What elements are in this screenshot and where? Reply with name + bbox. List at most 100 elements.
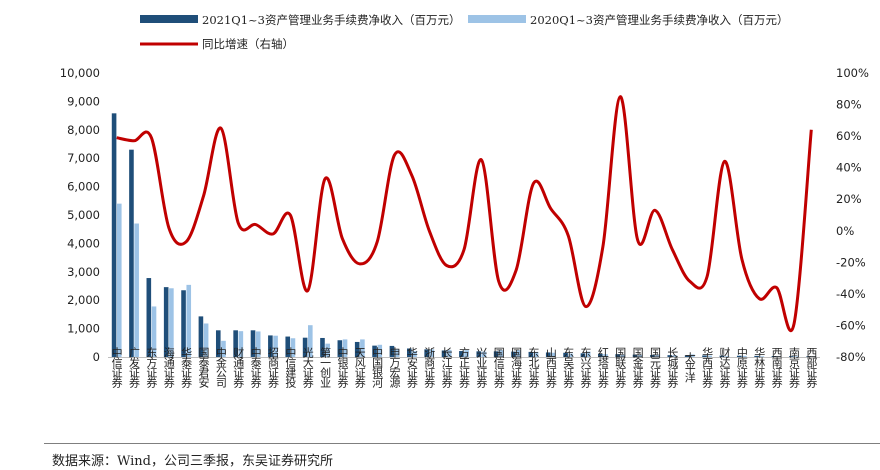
x-axis: 中信证券 广发证券 东方证券 海通证券 华泰证券 国泰君安 中金公司 财通证券 中泰证券 招商证券…: [108, 346, 820, 389]
y-right-tick-label: 60%: [836, 129, 862, 143]
bar-2021: [806, 356, 812, 357]
x-tick-label: 国金证券: [631, 347, 644, 388]
x-tick-label: 兴业证券: [475, 347, 488, 388]
x-tick-label: 国联证券: [614, 347, 627, 388]
x-tick-label: 华林证券: [753, 346, 766, 388]
bar-2020: [585, 351, 591, 357]
x-tick-label: 天风证券: [353, 347, 366, 388]
y-left-tick-label: 3,000: [67, 265, 100, 279]
x-tick-label: 广发证券: [128, 347, 141, 388]
bar-2021: [511, 351, 516, 357]
x-tick-label: 东方证券: [145, 347, 158, 388]
x-tick-label: 财通证券: [232, 346, 245, 388]
bar-2020: [551, 352, 556, 357]
bars: [111, 113, 817, 357]
x-tick-label: 东北证券: [527, 347, 540, 388]
y-right-tick-label: 0%: [836, 224, 854, 238]
x-tick-label: 浙商证券: [423, 347, 436, 388]
bar-2021: [789, 356, 794, 357]
bar-2020: [360, 339, 365, 357]
x-tick-label: 红塔证券: [596, 347, 609, 388]
bar-2021: [632, 354, 638, 357]
x-tick-label: 长江证券: [440, 347, 453, 388]
y-right-tick-label: -60%: [836, 318, 866, 332]
bar-2021: [650, 355, 655, 357]
y-left-tick-label: 2,000: [67, 293, 100, 307]
bar-2021: [493, 351, 499, 357]
x-tick-label: 西南证券: [770, 347, 783, 388]
bar-2021: [163, 287, 169, 357]
bar-2020: [776, 356, 782, 357]
y-left-tick-label: 6,000: [67, 180, 100, 194]
bar-2021: [198, 316, 204, 357]
legend: 2021Q1~3资产管理业务手续费净收入（百万元） 2020Q1~3资产管理业务手…: [140, 13, 788, 51]
bar-2021: [389, 345, 395, 357]
bar-2021: [354, 341, 360, 357]
bar-2020: [134, 223, 139, 357]
bar-2020: [273, 335, 278, 357]
x-tick-label: 国泰君安: [197, 347, 210, 389]
bar-2021: [476, 351, 482, 357]
bar-2021: [684, 355, 690, 357]
x-tick-label: 海通证券: [162, 346, 175, 388]
x-tick-label: 光大证券: [301, 346, 314, 388]
bar-2020: [169, 288, 174, 357]
bar-2020: [742, 355, 747, 357]
y-axis-right: -80% -60% -40% -20% 0% 20% 40% 60% 80% 100%: [836, 66, 869, 364]
bar-2020: [690, 354, 695, 357]
bar-2021: [268, 335, 273, 357]
y-right-tick-label: 40%: [836, 161, 862, 175]
bar-2020: [655, 354, 660, 357]
bar-2020: [151, 306, 157, 357]
bar-2020: [255, 331, 261, 357]
bar-2021: [545, 352, 551, 357]
y-left-tick-label: 5,000: [67, 208, 100, 222]
x-tick-label: 财达证券: [718, 346, 731, 388]
bar-2020: [412, 351, 417, 357]
bar-2020: [759, 356, 765, 357]
bar-2020: [325, 343, 330, 357]
bar-2021: [580, 353, 586, 357]
bar-2020: [186, 284, 192, 357]
bar-2020: [811, 356, 817, 357]
x-tick-label: 招商证券: [266, 346, 279, 388]
bar-2020: [672, 355, 678, 357]
bar-2020: [707, 355, 713, 357]
bar-2021: [129, 149, 134, 357]
y-left-tick-label: 1,000: [67, 322, 100, 336]
bar-2021: [702, 355, 707, 357]
x-tick-label: 中泰证券: [249, 347, 262, 388]
bar-2021: [302, 337, 308, 357]
bar-2020: [221, 340, 226, 357]
bar-2021: [528, 351, 534, 357]
x-tick-label: 中信证券: [110, 347, 123, 388]
y-left-tick-label: 10,000: [60, 66, 100, 80]
bar-2020: [724, 356, 730, 357]
footer-divider: [44, 443, 880, 444]
y-right-tick-label: -20%: [836, 255, 866, 269]
growth-line: [116, 95, 813, 333]
bar-2021: [372, 345, 377, 357]
bar-2020: [481, 351, 487, 357]
bar-2020: [116, 203, 122, 357]
y-right-tick-label: -40%: [836, 287, 866, 301]
bar-2020: [568, 353, 574, 357]
bar-2021: [337, 340, 343, 357]
x-tick-label: 太平洋: [683, 352, 696, 383]
bar-2021: [771, 356, 777, 357]
x-tick-label: 西部证券: [805, 347, 818, 388]
x-tick-label: 中银证券: [336, 347, 349, 388]
bar-2020: [464, 350, 469, 357]
bar-2020: [203, 323, 209, 357]
bar-2020: [394, 349, 400, 357]
bar-2020: [620, 354, 626, 357]
x-tick-label: 华泰证券: [180, 346, 193, 388]
bar-2021: [441, 350, 447, 357]
x-tick-label: 国信证券: [492, 347, 505, 388]
x-tick-label: 国海证券: [510, 347, 523, 388]
bar-2021: [146, 278, 152, 357]
y-left-tick-label: 8,000: [67, 123, 100, 137]
y-left-tick-label: 7,000: [67, 151, 100, 165]
x-tick-label: 中国银河: [371, 347, 384, 388]
bar-2021: [719, 355, 725, 357]
